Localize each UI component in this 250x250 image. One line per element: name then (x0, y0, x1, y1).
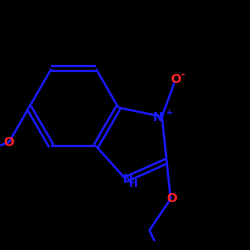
Text: N: N (122, 173, 133, 186)
Text: -: - (181, 70, 185, 80)
Text: N: N (152, 111, 163, 124)
Text: O: O (170, 73, 181, 86)
Text: O: O (166, 192, 177, 205)
Text: O: O (3, 136, 13, 149)
Text: H: H (129, 178, 138, 188)
Text: +: + (165, 108, 172, 117)
